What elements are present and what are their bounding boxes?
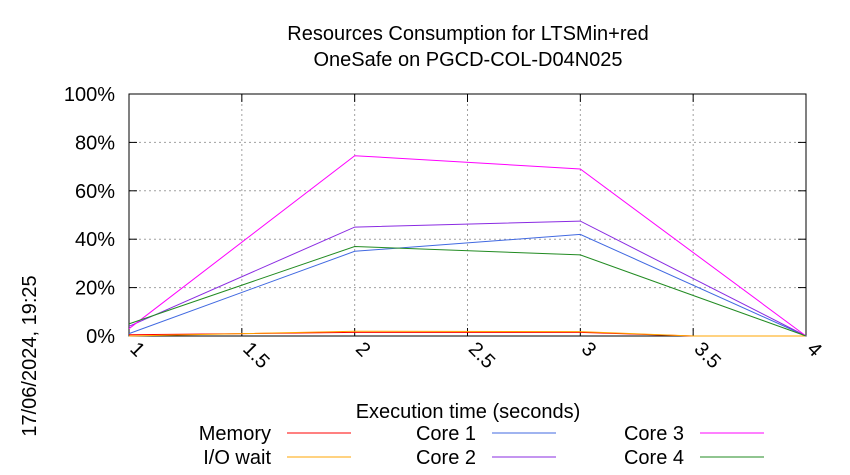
legend-label-core-4: Core 4 — [624, 447, 684, 469]
x-tick-label-4: 3 — [577, 338, 600, 361]
series-line-core-3 — [128, 155, 807, 337]
x-tick-label-6: 4 — [802, 338, 825, 361]
y-tick-label-4: 80% — [75, 132, 115, 154]
legend-label-memory: Memory — [199, 423, 271, 445]
legend-label-core-2: Core 2 — [416, 447, 476, 469]
legend-label-core-3: Core 3 — [624, 423, 684, 445]
y-tick-label-1: 20% — [75, 278, 115, 300]
x-tick-labels: 1 1.5 2 2.5 3 3.5 4 — [125, 338, 825, 373]
y-tick-label-2: 40% — [75, 229, 115, 251]
series-lines — [128, 155, 807, 337]
legend-label-core-1: Core 1 — [416, 423, 476, 445]
series-line-i-o-wait — [128, 330, 806, 337]
chart-title-line-2: OneSafe on PGCD-COL-D04N025 — [313, 49, 622, 71]
x-tick-label-0: 1 — [125, 338, 148, 361]
x-tick-label-1: 1.5 — [238, 338, 273, 373]
axes — [128, 93, 807, 337]
series-line-core-4 — [128, 245, 807, 337]
y-tick-label-5: 100% — [64, 84, 115, 106]
legend-label-i-o-wait: I/O wait — [203, 447, 271, 469]
y-tick-label-0: 0% — [86, 326, 115, 348]
y-tick-labels: 0% 20% 40% 60% 80% 100% — [64, 84, 115, 348]
x-axis-label: Execution time (seconds) — [356, 401, 581, 423]
series-line-core-2 — [128, 220, 807, 337]
x-tick-label-3: 2.5 — [464, 338, 499, 373]
x-tick-label-5: 3.5 — [690, 338, 725, 373]
y-tick-label-3: 60% — [75, 181, 115, 203]
chart-title-line-1: Resources Consumption for LTSMin+red — [287, 23, 648, 45]
x-tick-label-2: 2 — [351, 338, 374, 361]
series-line-core-1 — [128, 233, 807, 337]
timestamp-label: 17/06/2024, 19:25 — [19, 275, 41, 436]
